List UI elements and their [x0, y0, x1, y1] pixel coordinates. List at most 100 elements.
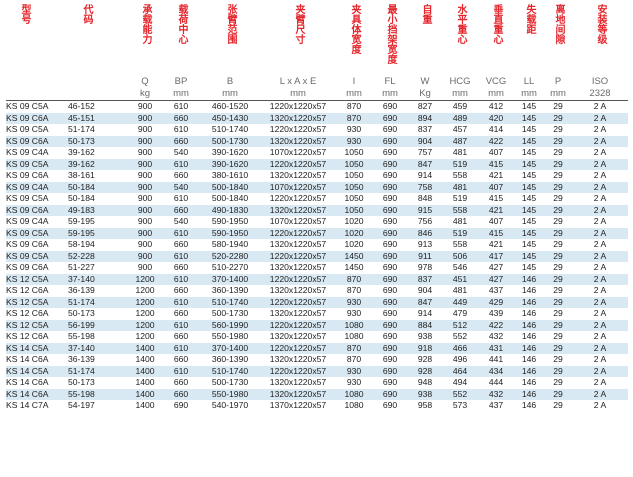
column-header-symbol: VCG — [485, 76, 507, 87]
table-cell: 690 — [382, 101, 398, 111]
table-cell: 1450 — [336, 250, 372, 262]
column-header-unit — [6, 88, 68, 101]
table-cell: 145 — [521, 239, 537, 249]
table-cell: 421 — [478, 204, 514, 216]
table-cell: KS 12 C6A — [6, 285, 49, 295]
table-cell: 1050 — [336, 204, 372, 216]
table-cell: 29 — [553, 377, 563, 387]
table-cell: 911 — [408, 250, 442, 262]
table-cell: 847 — [408, 296, 442, 308]
table-cell: 145 — [521, 147, 537, 157]
table-cell: 510-1740 — [200, 365, 260, 377]
table-cell: 370-1400 — [200, 273, 260, 285]
table-cell: 59-195 — [68, 227, 128, 239]
table-cell: 660 — [173, 377, 189, 387]
column-header-cn: 载荷中心 — [162, 4, 200, 76]
table-cell: 46-152 — [68, 101, 95, 111]
table-cell: 437 — [488, 400, 504, 410]
table-cell: 1220x1220x57 — [260, 250, 336, 262]
column-header-cn: 安装等级 — [572, 4, 628, 76]
table-cell: 900 — [137, 239, 153, 249]
table-cell: 1220x1220x57 — [260, 296, 336, 308]
table-cell: 444 — [488, 377, 504, 387]
table-cell: 2 A — [572, 273, 628, 285]
table-cell: 1050 — [344, 147, 364, 157]
table-cell: 422 — [478, 319, 514, 331]
table-cell: 2 A — [572, 296, 628, 308]
column-header-cn-text: 安装等级 — [595, 4, 606, 44]
table-cell: 550-1980 — [211, 331, 249, 341]
table-cell: 1320x1220x57 — [269, 377, 327, 387]
table-cell: 51-174 — [68, 124, 95, 134]
table-cell: 1080 — [344, 331, 364, 341]
table-cell: 1050 — [336, 158, 372, 170]
table-cell: 610 — [173, 124, 189, 134]
table-cell: 1320x1220x57 — [260, 388, 336, 400]
table-cell: 146 — [521, 354, 537, 364]
table-row: KS 12 C6A 36-139 1200 660 360-1390 1320x1220x… — [6, 285, 628, 297]
table-row: KS 12 C6A 55-198 1200 660 550-1980 1320x1220x… — [6, 331, 628, 343]
column-header-symbol: Q — [141, 76, 149, 87]
table-cell: 1400 — [128, 388, 162, 400]
column-header-cn: 张臂范围 — [200, 4, 260, 76]
table-cell: 58-194 — [68, 239, 95, 249]
table-cell: 54-197 — [68, 400, 95, 410]
table-cell: 510-1740 — [211, 124, 249, 134]
table-cell: 1320x1220x57 — [269, 170, 327, 180]
table-cell: 1320x1220x57 — [269, 262, 327, 272]
table-cell: 407 — [488, 147, 504, 157]
table-cell: 56-199 — [68, 319, 128, 331]
table-cell: 1070x1220x57 — [269, 216, 327, 226]
table-row: KS 09 C5A 51-174 900 610 510-1740 1220x1220x5… — [6, 124, 628, 136]
table-cell: 146 — [514, 319, 544, 331]
table-cell: 610 — [162, 319, 200, 331]
table-cell: 417 — [478, 250, 514, 262]
table-cell: 870 — [336, 273, 372, 285]
table-cell: KS 09 C5A — [6, 250, 68, 262]
table-row: KS 09 C6A 49-183 900 660 490-1830 1320x1220x5… — [6, 204, 628, 216]
table-cell: 38-161 — [68, 170, 95, 180]
table-cell: 2 A — [572, 135, 628, 147]
table-cell: 938 — [417, 331, 433, 341]
table-cell: 690 — [372, 204, 408, 216]
table-cell: 29 — [553, 147, 563, 157]
table-cell: 590-1950 — [200, 227, 260, 239]
table-cell: 29 — [553, 308, 563, 318]
table-cell: 900 — [128, 181, 162, 193]
table-cell: 540 — [173, 147, 189, 157]
table-cell: 2 A — [593, 400, 607, 410]
table-cell: 2 A — [572, 158, 628, 170]
table-cell: 1020 — [336, 227, 372, 239]
table-cell: 145 — [521, 124, 537, 134]
table-cell: 1220x1220x57 — [269, 101, 327, 111]
table-cell: 29 — [553, 216, 563, 226]
table-cell: 690 — [382, 354, 398, 364]
table-cell: 52-228 — [68, 250, 128, 262]
column-header-cn-text: 代码 — [81, 4, 92, 24]
table-cell: 1400 — [128, 365, 162, 377]
table-cell: 431 — [478, 342, 514, 354]
table-cell: 145 — [521, 170, 537, 180]
table-cell: 690 — [382, 331, 398, 341]
table-cell: 519 — [442, 158, 478, 170]
column-header-unit — [68, 88, 128, 101]
table-row: KS 09 C4A 39-162 900 540 390-1620 1070x1220x5… — [6, 147, 628, 159]
table-cell: 415 — [488, 193, 504, 203]
table-cell: 690 — [372, 273, 408, 285]
table-cell: 904 — [408, 135, 442, 147]
table-cell: 29 — [544, 296, 572, 308]
table-cell: KS 12 C5A — [6, 319, 68, 331]
table-cell: 519 — [452, 193, 468, 203]
table-row: KS 09 C6A 50-173 900 660 500-1730 1320x1220x5… — [6, 135, 628, 147]
table-cell: 900 — [137, 101, 153, 111]
table-cell: 2 A — [593, 377, 607, 387]
table-cell: KS 09 C5A — [6, 227, 68, 239]
table-cell: 552 — [442, 388, 478, 400]
column-header-cn-text: 承载能力 — [140, 4, 151, 44]
table-cell: 1220x1220x57 — [269, 193, 327, 203]
table-cell: 540 — [162, 181, 200, 193]
table-cell: 380-1610 — [211, 170, 249, 180]
table-cell: 407 — [488, 216, 504, 226]
table-cell: 29 — [553, 170, 563, 180]
table-cell: 690 — [372, 158, 408, 170]
